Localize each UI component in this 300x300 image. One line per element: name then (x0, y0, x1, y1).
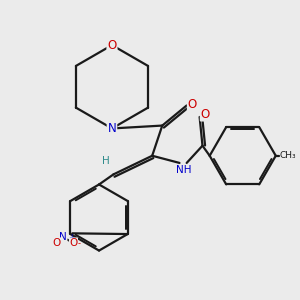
Text: O: O (107, 39, 117, 52)
Text: N: N (108, 122, 116, 135)
Text: O: O (53, 238, 61, 248)
Text: -: - (78, 239, 81, 248)
Text: N: N (59, 232, 67, 242)
Text: +: + (68, 232, 74, 242)
Text: O: O (69, 238, 78, 248)
Text: NH: NH (176, 165, 192, 175)
Text: O: O (201, 108, 210, 121)
Text: O: O (188, 98, 197, 110)
Text: H: H (102, 156, 110, 166)
Text: CH₃: CH₃ (279, 151, 296, 160)
